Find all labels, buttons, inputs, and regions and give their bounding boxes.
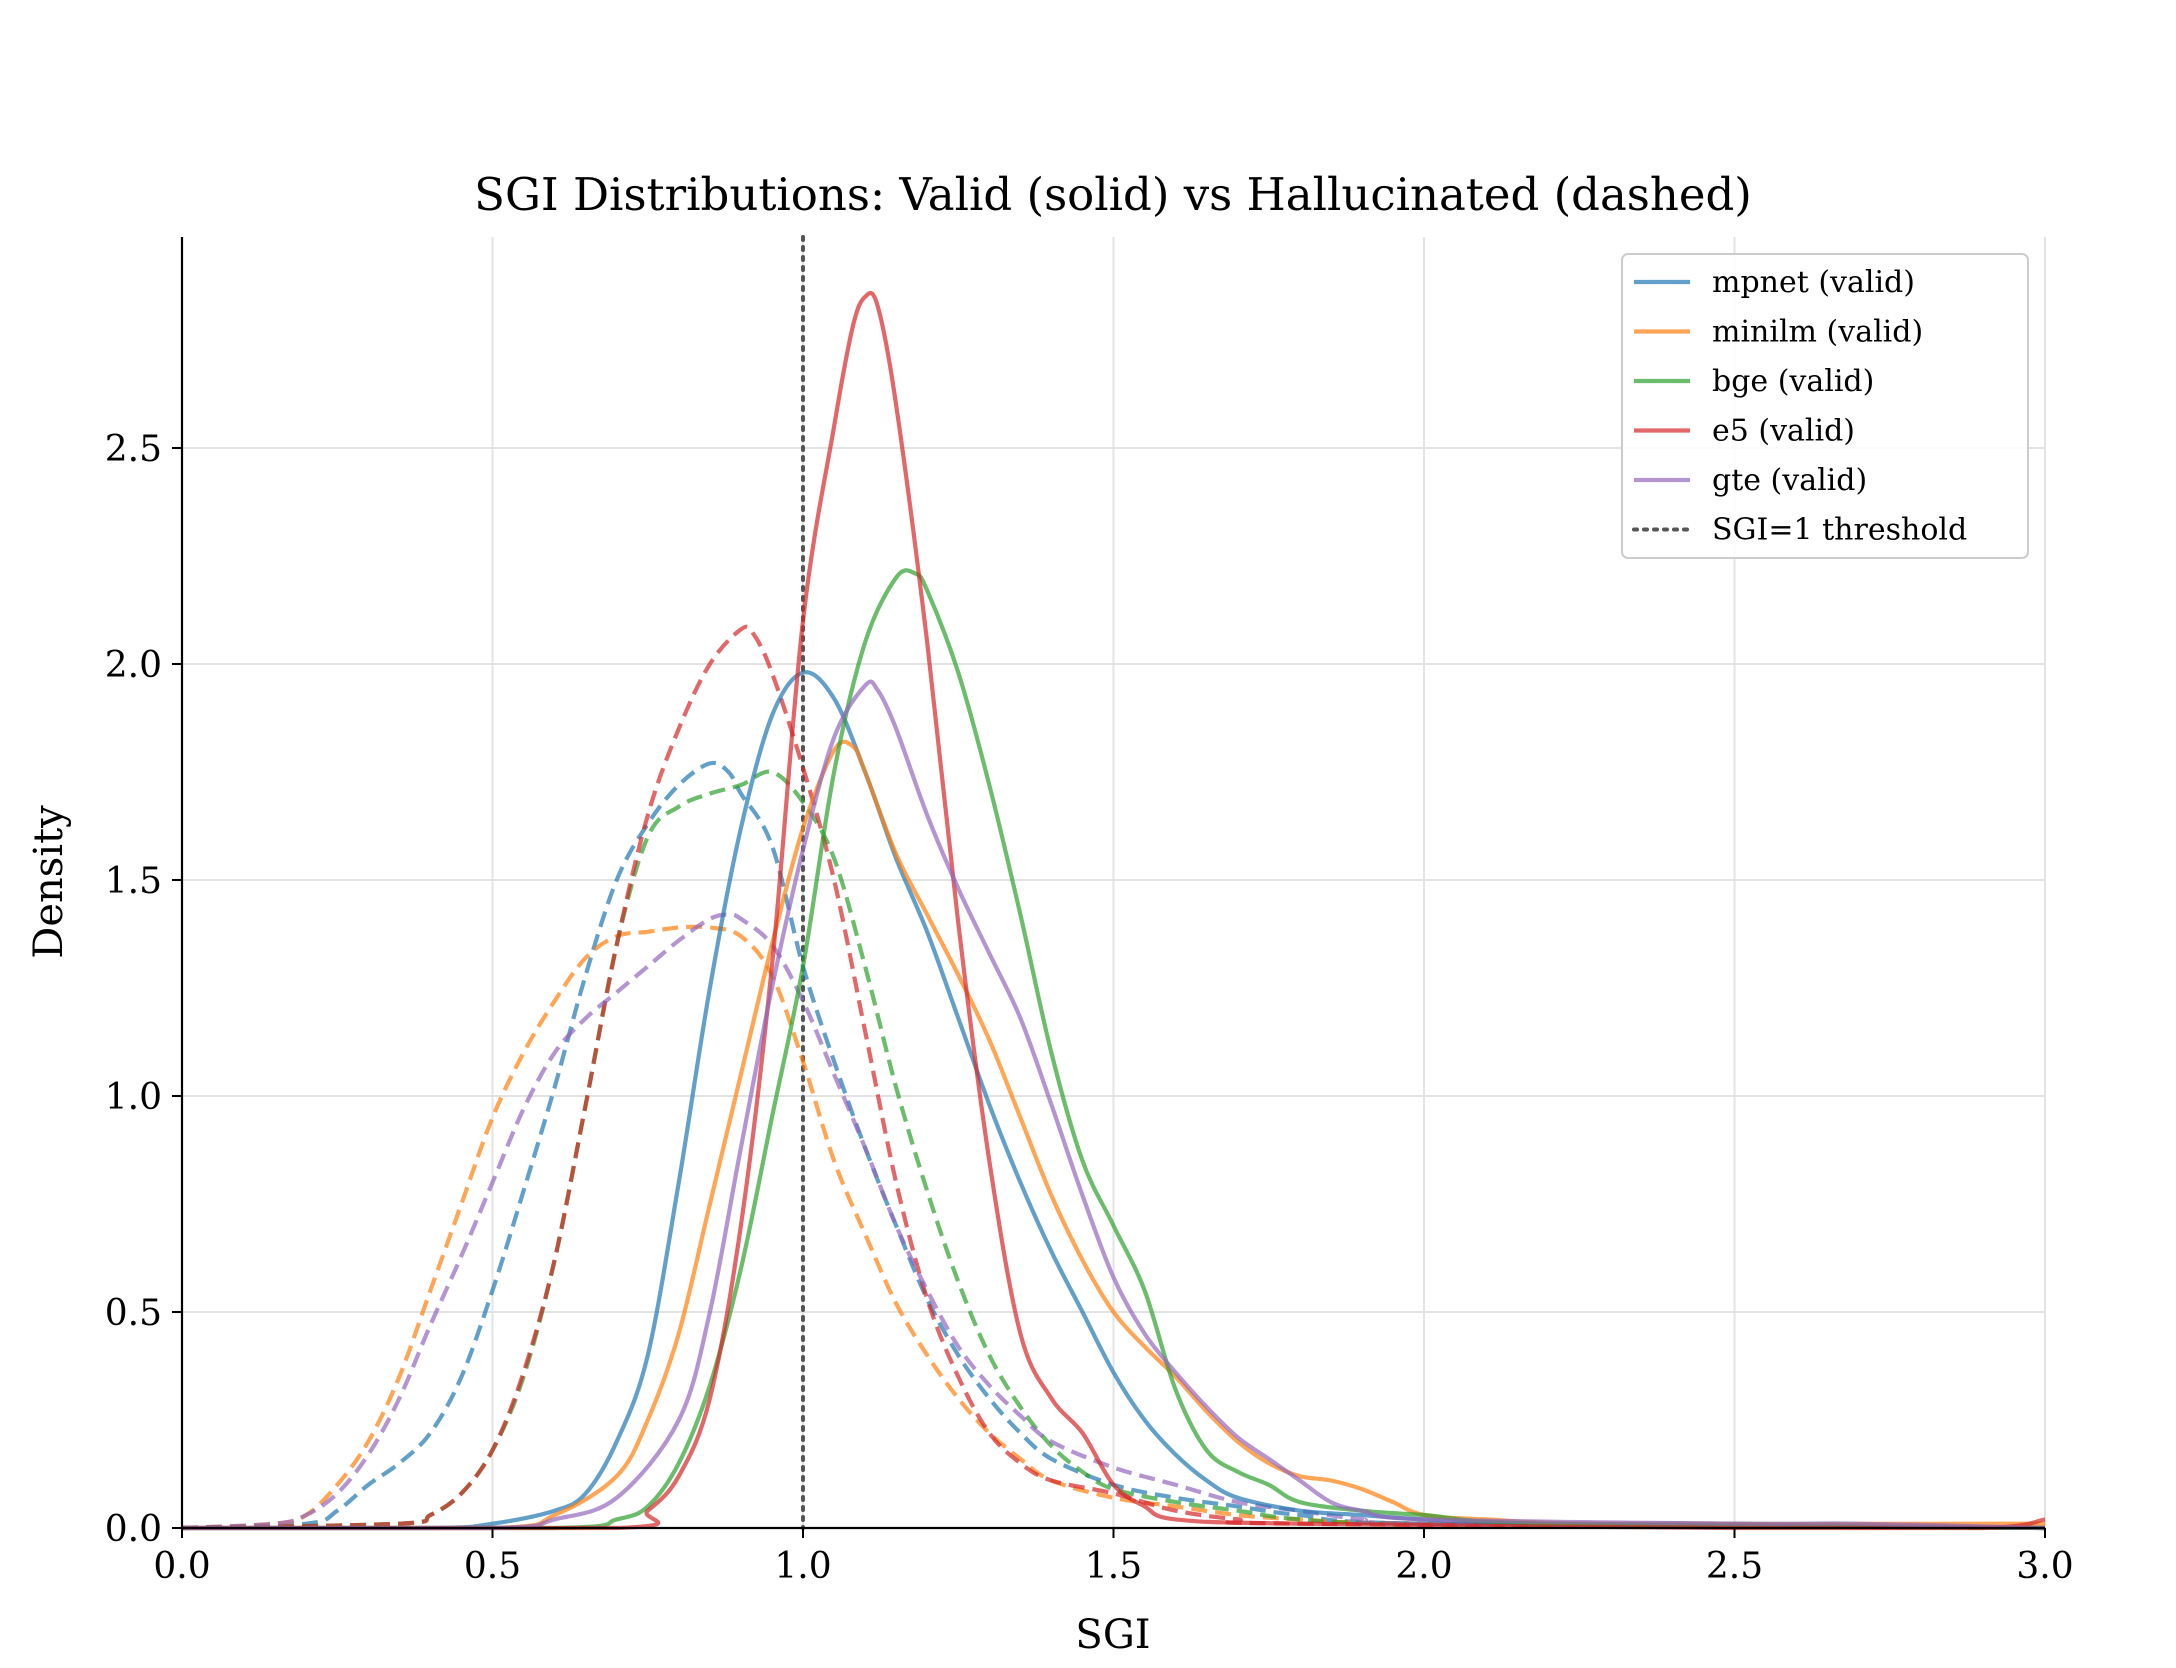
- chart-title: SGI Distributions: Valid (solid) vs Hall…: [474, 168, 1752, 221]
- legend-label-threshold: SGI=1 threshold: [1712, 513, 1967, 548]
- legend-label: bge (valid): [1712, 364, 1874, 399]
- y-axis-label: Density: [26, 805, 72, 959]
- series-line-e5: [182, 290, 2046, 1531]
- x-tick-label: 0.5: [464, 1546, 521, 1587]
- series-line-hallucinated-1: [181, 760, 2046, 1531]
- x-tick-label: 0.0: [153, 1546, 210, 1587]
- series-layer: [181, 290, 2046, 1531]
- ticks: 0.0 0.5 1.0 1.5 2.0 2.5 3.0 0.0 0.5 1.0 1.5 2.0 2.5: [105, 429, 2074, 1587]
- x-tick-label: 2.5: [1706, 1546, 1763, 1587]
- series-line-hallucinated-4: [181, 624, 2046, 1531]
- legend-label: e5 (valid): [1712, 414, 1855, 449]
- y-tick-label: 2.5: [105, 429, 162, 470]
- y-tick-label: 1.0: [105, 1077, 162, 1118]
- x-tick-label: 2.0: [1395, 1546, 1452, 1587]
- x-tick-label: 1.5: [1085, 1546, 1142, 1587]
- legend-box: [1621, 253, 2029, 559]
- y-tick-label: 1.5: [105, 861, 162, 902]
- series-line-minilm: [182, 739, 2046, 1531]
- y-tick-label: 2.0: [105, 645, 162, 686]
- legend-label: minilm (valid): [1712, 315, 1923, 350]
- series-line-mpnet: [182, 670, 2046, 1531]
- y-tick-label: 0.0: [105, 1509, 162, 1550]
- legend-items: mpnet (valid) minilm (valid) bge (valid) e5…: [1632, 265, 1967, 548]
- legend: mpnet (valid) minilm (valid) bge (valid) e5…: [1621, 253, 2029, 559]
- x-tick-label: 1.0: [774, 1546, 831, 1587]
- x-tick-label: 3.0: [2016, 1546, 2073, 1587]
- x-axis-label: SGI: [1075, 1612, 1150, 1658]
- y-tick-label: 0.5: [105, 1293, 162, 1334]
- series-line-gte: [182, 679, 2046, 1531]
- legend-label: mpnet (valid): [1712, 265, 1915, 300]
- legend-label: gte (valid): [1712, 463, 1867, 498]
- series-line-bge: [182, 568, 2046, 1531]
